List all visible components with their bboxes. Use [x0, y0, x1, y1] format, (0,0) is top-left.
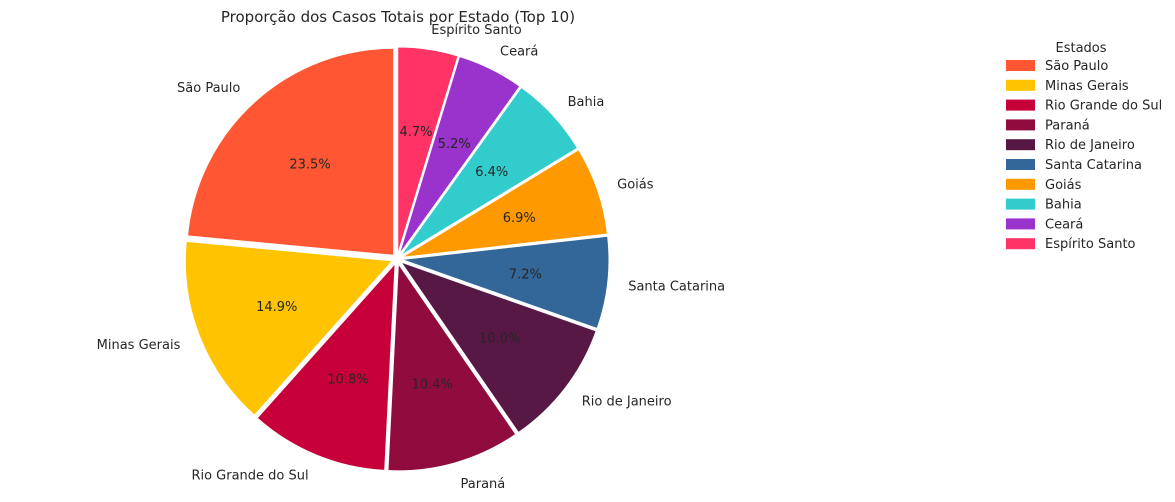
legend-label-ceara: Ceará	[1045, 217, 1083, 232]
legend-label-sao-paulo: São Paulo	[1045, 59, 1108, 74]
pct-label-ceara: 5.2%	[438, 137, 471, 152]
legend-swatch-ceara	[1006, 218, 1035, 230]
category-label-ceara: Ceará	[500, 44, 538, 59]
legend-swatch-rio-de-janeiro	[1006, 139, 1035, 151]
category-label-parana: Paraná	[461, 477, 506, 492]
legend-label-santa-catarina: Santa Catarina	[1045, 158, 1142, 173]
pie-slice-parana	[387, 262, 517, 472]
legend-swatch-parana	[1006, 119, 1035, 131]
pct-label-espirito-santo: 4.7%	[399, 125, 432, 140]
legend-swatch-goias	[1006, 178, 1035, 190]
category-label-rio-grande-do-sul: Rio Grande do Sul	[191, 468, 308, 483]
pct-label-santa-catarina: 7.2%	[509, 268, 542, 283]
pie-slice-rio-de-janeiro	[399, 261, 597, 434]
pct-label-rio-de-janeiro: 10.0%	[479, 332, 520, 347]
pie-slice-rio-grande-do-sul	[256, 262, 396, 471]
legend-swatch-rio-grande-do-sul	[1006, 99, 1035, 111]
category-labels: São Paulo Minas Gerais Rio Grande do Sul Pa…	[97, 23, 725, 492]
category-label-minas-gerais: Minas Gerais	[97, 338, 181, 353]
legend-label-parana: Paraná	[1045, 118, 1090, 133]
legend-swatch-bahia	[1006, 198, 1035, 210]
pie-slice-espirito-santo	[397, 46, 459, 255]
pie-slices	[184, 46, 610, 472]
pie-slice-goias	[401, 149, 608, 258]
category-label-bahia: Bahia	[568, 95, 605, 110]
pie-slice-sao-paulo	[187, 47, 395, 256]
category-label-sao-paulo: São Paulo	[177, 81, 240, 96]
legend-swatch-sao-paulo	[1006, 60, 1035, 71]
pie-slice-santa-catarina	[401, 235, 610, 330]
pct-label-goias: 6.9%	[503, 211, 536, 226]
legend-label-minas-gerais: Minas Gerais	[1045, 79, 1129, 94]
legend: Estados São Paulo Minas Gerais Rio Grande …	[1006, 41, 1162, 252]
pie-slice-minas-gerais	[184, 240, 394, 416]
chart-title: Proporção dos Casos Totais por Estado (T…	[221, 8, 575, 26]
category-label-goias: Goiás	[617, 178, 654, 193]
pie-slice-bahia	[400, 86, 579, 257]
category-label-santa-catarina: Santa Catarina	[628, 279, 725, 294]
legend-title: Estados	[1055, 41, 1106, 56]
pct-label-parana: 10.4%	[412, 377, 453, 392]
legend-label-bahia: Bahia	[1045, 198, 1082, 213]
pct-label-rio-grande-do-sul: 10.8%	[327, 373, 368, 388]
legend-label-rio-grande-do-sul: Rio Grande do Sul	[1045, 99, 1162, 114]
legend-swatch-santa-catarina	[1006, 159, 1035, 170]
legend-label-espirito-santo: Espírito Santo	[1045, 237, 1136, 252]
pct-label-minas-gerais: 14.9%	[256, 300, 297, 315]
legend-label-rio-de-janeiro: Rio de Janeiro	[1045, 138, 1135, 153]
legend-items: São Paulo Minas Gerais Rio Grande do Sul Pa…	[1006, 59, 1162, 252]
percentage-labels: 23.5% 14.9% 10.8% 10.4% 10.0% 7.2% 6.9% 6.4% 5.2…	[256, 125, 542, 392]
category-label-espirito-santo: Espírito Santo	[431, 23, 522, 38]
pct-label-bahia: 6.4%	[475, 165, 508, 180]
category-label-rio-de-janeiro: Rio de Janeiro	[582, 394, 672, 409]
pie-slice-ceara	[398, 55, 521, 255]
pct-label-sao-paulo: 23.5%	[289, 157, 330, 172]
legend-label-goias: Goiás	[1045, 178, 1082, 193]
legend-swatch-minas-gerais	[1006, 79, 1035, 91]
legend-swatch-espirito-santo	[1006, 238, 1035, 250]
